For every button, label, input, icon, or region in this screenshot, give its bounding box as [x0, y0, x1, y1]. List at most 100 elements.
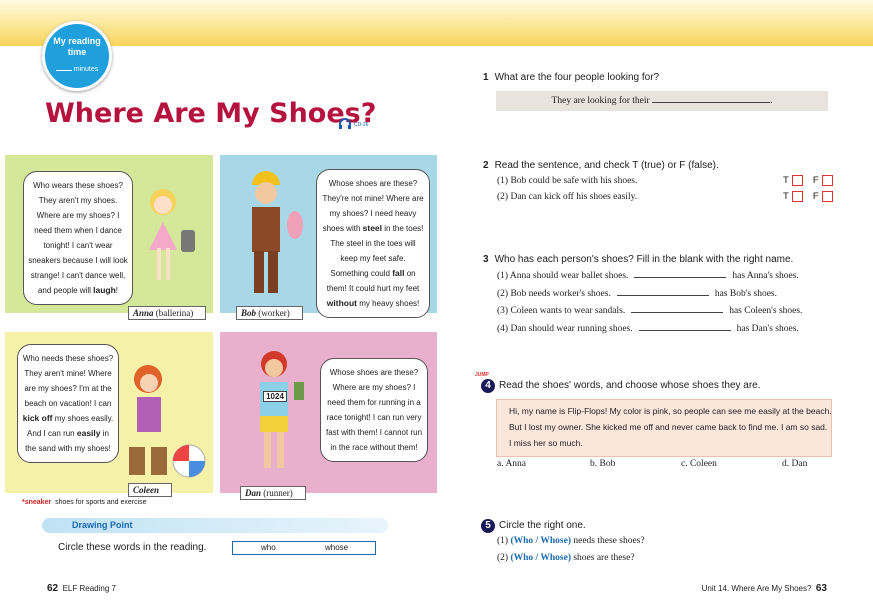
cd-label: CD-26 — [354, 122, 369, 128]
speech-text: laugh — [93, 285, 116, 295]
speech-text: without — [326, 298, 357, 308]
checkbox — [791, 191, 803, 202]
question-2: 2 Read the sentence, and check T (true) o… — [483, 160, 719, 171]
minutes-label: minutes — [73, 66, 99, 73]
item-text: has Coleen's shoes. — [729, 306, 803, 316]
true-label: T — [783, 191, 789, 203]
false-label: F — [812, 175, 819, 187]
character-name: Anna — [133, 308, 154, 318]
speech-bubble: Whose shoes are these? Where are my shoe… — [320, 358, 428, 462]
speech-bubble: Whose shoes are these? They're not mine!… — [316, 169, 430, 318]
speech-text: my shoes easily. And I can run — [27, 414, 114, 438]
drawing-instruction: Circle these words in the reading. — [58, 542, 207, 553]
word: whose — [325, 543, 349, 552]
question-number: 5 — [481, 519, 495, 533]
blank — [631, 303, 724, 313]
choice: (Who / Whose) — [510, 553, 571, 563]
question-item: (2) Bob needs worker's shoes. has Bob's s… — [497, 286, 777, 299]
speech-text: in the toes! The steel in the toes will … — [330, 224, 424, 278]
coleen-illustration — [129, 365, 206, 478]
footer-right: Unit 14. Where Are My Shoes? 63 — [702, 583, 827, 594]
speech-text: Whose shoes are these? They're not mine!… — [322, 179, 424, 233]
panel-anna: Who wears these shoes? They aren't my sh… — [5, 155, 213, 320]
character-name: Coleen — [133, 485, 159, 495]
speech-text: my heavy shoes! — [356, 299, 420, 308]
passage-line: Hi, my name is Flip-Flops! My color is p… — [509, 406, 832, 416]
answer-text: They are looking for their — [551, 96, 650, 106]
speech-text: steel — [362, 223, 383, 233]
bob-illustration — [252, 171, 303, 293]
question-number: 1 — [483, 72, 489, 83]
question-4: 4 Read the shoes' words, and choose whose… — [481, 379, 761, 393]
question-number: 3 — [483, 254, 489, 265]
word-box: who whose — [232, 541, 376, 555]
name-tag: Bob (worker) — [236, 306, 303, 320]
option: c. Coleen — [681, 459, 717, 469]
name-tag: Anna (ballerina) — [128, 306, 207, 320]
anna-illustration — [149, 189, 195, 280]
speech-text: on them! It could hurt my feet — [326, 269, 420, 293]
footer-left: 62 ELF Reading 7 — [47, 583, 116, 594]
question-text: Read the sentence, and check T (true) or… — [494, 160, 719, 171]
item-text: has Anna's shoes. — [732, 271, 799, 281]
reading-time-circle: My reading time minutes — [42, 21, 112, 91]
speech-text: kick off — [22, 413, 53, 423]
item-text: needs these shoes? — [573, 536, 645, 546]
jump-label: JUMP — [475, 372, 489, 378]
question-text: Circle the right one. — [499, 520, 586, 531]
passage-line: I miss her so much. — [509, 438, 583, 448]
true-label: T — [783, 175, 789, 187]
page-number: 62 — [47, 583, 59, 594]
speech-text: easily — [76, 428, 101, 438]
passage-line: But I lost my owner. She kicked me off a… — [509, 422, 828, 432]
unit-name: Unit 14. Where Are My Shoes? — [701, 584, 812, 593]
page-title: Where Are My Shoes? — [45, 98, 377, 129]
speech-text: ! — [115, 286, 119, 295]
character-role: (ballerina) — [155, 308, 194, 318]
character-name: Bob — [241, 308, 257, 318]
option: a. Anna — [497, 459, 527, 469]
item-text: (4) Dan should wear running shoes. — [497, 323, 633, 334]
question-item: (1) Bob could be safe with his shoes. — [497, 176, 638, 186]
checkbox — [791, 175, 803, 186]
speech-bubble: Who needs these shoes? They aren't mine!… — [17, 344, 119, 463]
headphone-icon — [339, 118, 351, 129]
panel-bob: Whose shoes are these? They're not mine!… — [220, 155, 437, 320]
speech-text: fall — [392, 268, 405, 278]
choice: (Who / Whose) — [510, 536, 571, 546]
speech-text: Whose shoes are these? Where are my shoe… — [325, 368, 423, 452]
race-bib: 1024 — [263, 391, 287, 402]
false-label: F — [812, 191, 819, 203]
question-text: What are the four people looking for? — [494, 72, 660, 83]
page-number: 63 — [815, 583, 827, 594]
character-role: (worker) — [258, 308, 290, 318]
question-text: Read the shoes' words, and choose whose … — [499, 380, 761, 391]
header-band — [0, 0, 873, 46]
question-item: (1) Anna should wear ballet shoes. has An… — [497, 268, 799, 281]
checkbox — [821, 191, 833, 202]
footnote-meaning: shoes for sports and exercise — [55, 499, 147, 506]
item-number: (1) — [497, 536, 509, 546]
word: who — [261, 543, 276, 552]
speech-text: in the sand with my shoes! — [25, 429, 111, 453]
item-text: (1) Anna should wear ballet shoes. — [497, 271, 629, 281]
question-number: 2 — [483, 160, 489, 171]
blank — [616, 286, 709, 296]
answer-text: . — [770, 96, 773, 106]
item-text: (2) Bob needs worker's shoes. — [497, 288, 611, 299]
character-name: Dan — [245, 488, 262, 498]
speech-text: Who needs these shoes? They aren't mine!… — [22, 354, 114, 408]
question-item: (1) (Who / Whose) needs these shoes? — [497, 536, 645, 546]
question-1: 1 What are the four people looking for? — [483, 72, 659, 83]
answer-box: They are looking for their . — [496, 91, 828, 111]
panel-dan: Whose shoes are these? Where are my shoe… — [220, 332, 437, 500]
footnote-word: *sneaker — [22, 499, 52, 506]
option: d. Dan — [782, 459, 808, 469]
item-text: has Dan's shoes. — [736, 323, 799, 334]
footnote: *sneaker shoes for sports and exercise — [22, 499, 147, 506]
question-item: (2) Dan can kick off his shoes easily. — [497, 192, 638, 202]
dan-illustration — [260, 351, 304, 468]
book-name: ELF Reading 7 — [62, 584, 116, 593]
